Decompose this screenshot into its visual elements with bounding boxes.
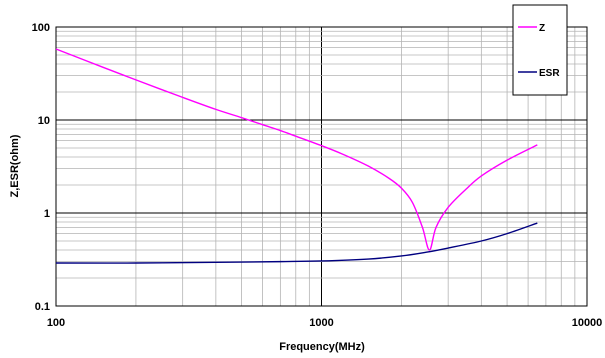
grid [56,27,587,306]
x-tick-label: 1000 [309,317,333,329]
plot-frame [55,26,588,307]
y-tick-label: 10 [38,115,50,127]
x-axis-label: Frequency(MHz) [279,341,365,353]
x-tick-label: 10000 [572,317,603,329]
legend-box [512,4,568,96]
series-lines [55,48,538,264]
series-line-z [55,48,538,251]
legend-label-esr: ESR [539,68,560,79]
y-tick-label: 100 [32,22,50,34]
legend-label-z: Z [539,23,545,34]
y-tick-label: 0.1 [35,301,50,313]
series-line-esr [55,222,538,264]
x-tick-label: 100 [47,317,65,329]
tick-labels: 100 1000 10000 0.1 1 10 100 [32,22,603,329]
y-tick-label: 1 [44,208,50,220]
legend: Z ESR [512,4,568,96]
y-axis-label: Z,ESR(ohm) [9,134,21,197]
